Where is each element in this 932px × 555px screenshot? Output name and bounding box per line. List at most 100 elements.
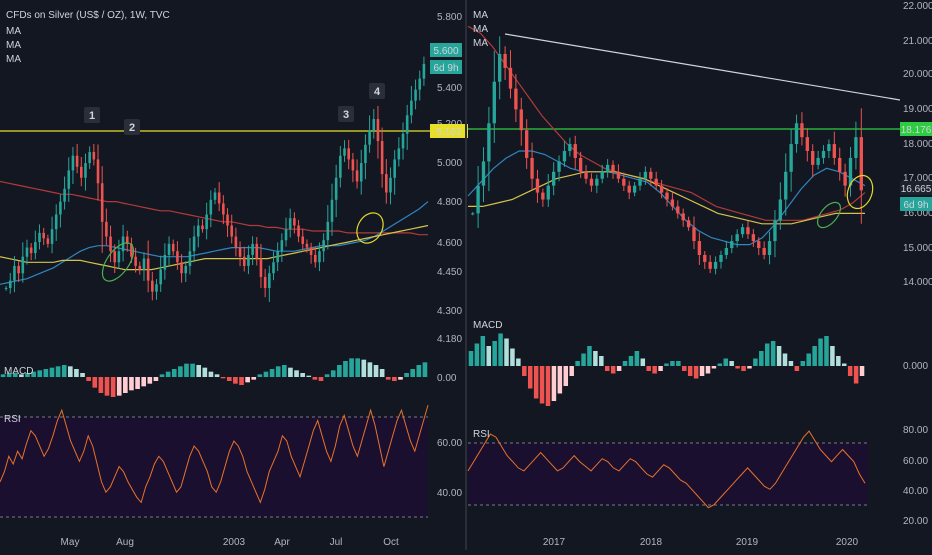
right-candle <box>767 241 772 255</box>
left-macd-bar <box>233 377 238 384</box>
left-candle <box>4 287 8 289</box>
right-candle <box>611 164 615 172</box>
right-candle <box>724 248 729 255</box>
right-macd-bar <box>486 346 491 366</box>
left-rsi-band <box>0 417 428 517</box>
right-candle <box>838 157 842 172</box>
left-macd-bar <box>74 369 79 377</box>
left-candle <box>113 251 117 263</box>
left-candle <box>88 152 91 164</box>
right-macd-bar <box>492 341 497 366</box>
left-candle <box>167 243 171 255</box>
right-candle <box>487 123 491 162</box>
wave-label-bg <box>338 106 354 122</box>
left-candle <box>268 273 271 288</box>
left-price-tick: 4.300 <box>437 306 462 317</box>
left-candle <box>284 229 288 241</box>
left-level-badge-text: 5.162 <box>436 127 461 138</box>
right-candle <box>659 185 664 193</box>
right-macd-bar <box>788 361 794 366</box>
right-macd-bar <box>504 338 509 366</box>
left-macd-bar <box>147 377 153 384</box>
left-chart-title: CFDs on Silver (US$ / OZ), 1W, TVC <box>6 10 170 21</box>
right-candle <box>854 137 858 158</box>
left-candle <box>34 242 37 254</box>
right-macd-bar <box>516 358 521 366</box>
left-candle <box>242 256 246 266</box>
right-ma-legend: MA <box>473 10 488 21</box>
right-candle <box>632 185 637 193</box>
left-candle <box>29 247 33 254</box>
right-candle <box>794 123 799 145</box>
right-macd-bar <box>747 366 752 369</box>
left-candle <box>138 265 142 270</box>
right-macd-bar <box>646 366 651 371</box>
right-candle <box>584 171 588 179</box>
left-macd-bar <box>239 377 244 385</box>
right-price-tick: 18.000 <box>903 139 932 150</box>
right-price-badge-text: 16.665 <box>901 184 932 195</box>
left-macd-bar <box>165 371 171 377</box>
left-candle <box>105 221 108 237</box>
right-candle <box>605 164 610 172</box>
right-macd-label: MACD <box>473 320 502 331</box>
right-rsi-line <box>467 430 866 509</box>
right-candle <box>681 213 685 221</box>
right-ma-red-line <box>467 25 866 221</box>
right-macd-bar <box>604 366 610 371</box>
right-level-badge <box>900 122 932 136</box>
left-candle <box>359 163 363 182</box>
right-macd-bar <box>770 341 776 366</box>
right-candle <box>821 151 826 158</box>
left-macd-bar <box>37 370 43 377</box>
left-price-tick: 5.800 <box>437 12 462 23</box>
right-macd-bar <box>545 366 551 406</box>
right-macd-bar <box>859 366 865 376</box>
left-ma-legend: MA <box>6 40 21 51</box>
left-time-tick: Apr <box>274 537 290 548</box>
right-candle <box>757 241 761 249</box>
left-candle <box>334 177 338 200</box>
left-rsi-tick: 40.00 <box>437 488 462 499</box>
right-macd-bar <box>539 366 545 404</box>
right-candle <box>773 220 777 242</box>
left-candle <box>380 141 384 175</box>
right-price-badge <box>900 181 932 195</box>
left-macd-bar <box>379 369 385 377</box>
right-candle <box>573 144 577 158</box>
right-candle <box>622 178 626 186</box>
right-price-tick: 21.000 <box>903 36 932 47</box>
right-candle <box>551 171 556 186</box>
left-candle <box>50 229 54 244</box>
right-macd-bar <box>610 366 616 374</box>
left-time-tick: Aug <box>116 537 134 548</box>
left-candle <box>238 247 242 257</box>
left-candle <box>205 214 208 230</box>
left-candle <box>234 236 238 248</box>
left-macd-bar <box>275 366 281 377</box>
right-macd-bar <box>741 366 746 371</box>
right-candle <box>740 227 745 235</box>
left-macd-bar <box>306 375 312 377</box>
left-candle <box>180 262 183 274</box>
left-candle <box>117 251 121 263</box>
left-macd-bar <box>61 365 67 377</box>
left-macd-axis-tick: 0.00 <box>437 373 457 384</box>
right-candle <box>541 192 545 200</box>
left-candle <box>410 100 413 116</box>
right-price-tick: 22.000 <box>903 1 932 12</box>
left-candle <box>318 251 321 263</box>
right-candle <box>713 261 718 269</box>
right-candle <box>800 123 804 138</box>
left-price-tick: 5.000 <box>437 158 462 169</box>
right-macd-bar <box>782 353 788 366</box>
left-macd-bar <box>281 365 287 377</box>
wave-label-3: 3 <box>343 109 349 121</box>
left-ma-legend: MA <box>6 54 21 65</box>
right-macd-bar <box>759 351 764 366</box>
left-macd-bar <box>422 362 428 377</box>
left-candle <box>330 199 334 222</box>
left-candle <box>209 199 213 215</box>
left-candle <box>130 243 133 257</box>
